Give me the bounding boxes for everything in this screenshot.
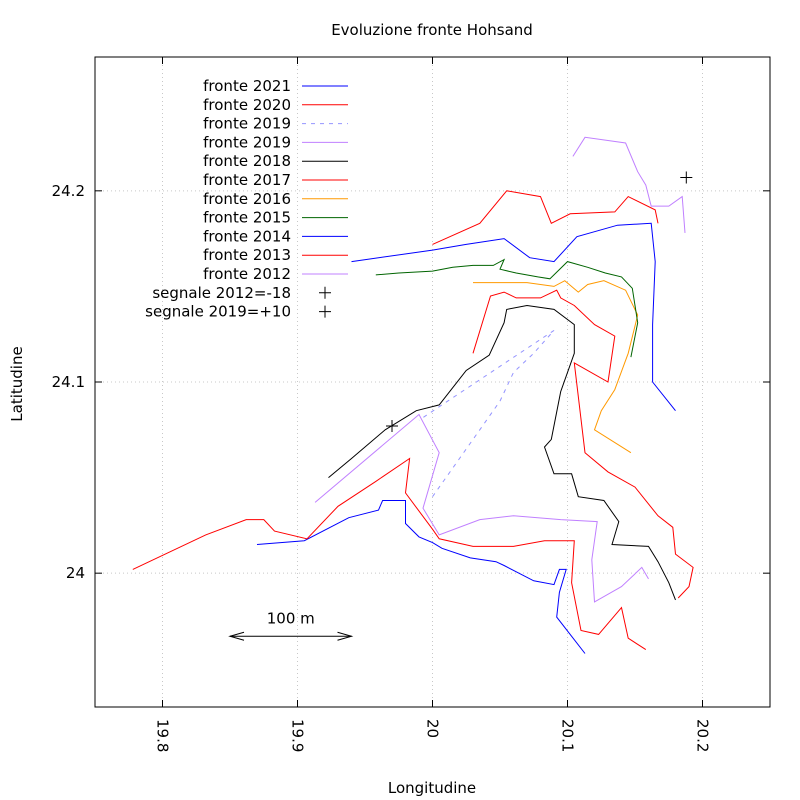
series-line-fronte-2013-9 (472, 289, 694, 599)
legend-label: fronte 2019 (203, 133, 291, 151)
series-line-fronte-2014-8 (351, 222, 676, 412)
series-line-fronte-2021-0 (256, 500, 586, 654)
legend-label: fronte 2017 (203, 171, 291, 189)
y-tick-label: 24.1 (52, 373, 85, 391)
legend-label: fronte 2020 (203, 96, 291, 114)
legend-label: fronte 2014 (203, 227, 291, 245)
x-tick-label: 19.9 (289, 719, 307, 752)
x-tick-label: 20.2 (694, 719, 712, 752)
marker-plus-0 (680, 171, 693, 184)
series-line-fronte-2019-3 (314, 413, 649, 603)
legend-label: segnale 2012=-18 (152, 284, 291, 302)
legend-label: fronte 2013 (203, 246, 291, 264)
series-line-fronte-2020-1 (132, 457, 647, 651)
grid (95, 57, 770, 707)
legend-label: fronte 2021 (203, 77, 291, 95)
legend-label: fronte 2016 (203, 190, 291, 208)
series-line-fronte-2018-4 (328, 304, 676, 601)
legend-label: fronte 2015 (203, 209, 291, 227)
y-axis-label: Latitudine (8, 346, 26, 421)
scale-bar-label: 100 m (267, 609, 315, 627)
series-line-fronte-2015-7 (375, 258, 639, 358)
x-tick-label: 19.8 (154, 719, 172, 752)
series-layer (132, 136, 694, 654)
scale-bar-arrow-right (337, 631, 354, 641)
legend-marker (319, 305, 331, 318)
y-tick-label: 24.2 (52, 182, 85, 200)
scale-bar-arrow-left (228, 631, 245, 641)
x-tick-label: 20.1 (559, 719, 577, 752)
legend-label: fronte 2019 (203, 115, 291, 133)
markers-layer (386, 171, 693, 432)
legend-label: fronte 2018 (203, 152, 291, 170)
x-tick-label: 20 (424, 719, 442, 738)
series-line-fronte-2012-10 (572, 136, 686, 233)
series-line-fronte-2016-6 (473, 280, 639, 454)
y-tick-label: 24 (66, 564, 85, 582)
legend-label: segnale 2019=+10 (145, 303, 291, 321)
axis-ticks: 19.8 19.9 20 20.1 20.2 24 24.1 24.2 (52, 57, 770, 752)
legend-label: fronte 2012 (203, 265, 291, 283)
scale-bar: 100 m (228, 609, 354, 641)
series-line-fronte-2017-5 (432, 190, 659, 245)
chart-title: Evoluzione fronte Hohsand (331, 21, 533, 39)
x-axis-label: Longitudine (388, 779, 476, 797)
marker-plus-1 (386, 419, 398, 432)
legend-marker (319, 286, 331, 299)
